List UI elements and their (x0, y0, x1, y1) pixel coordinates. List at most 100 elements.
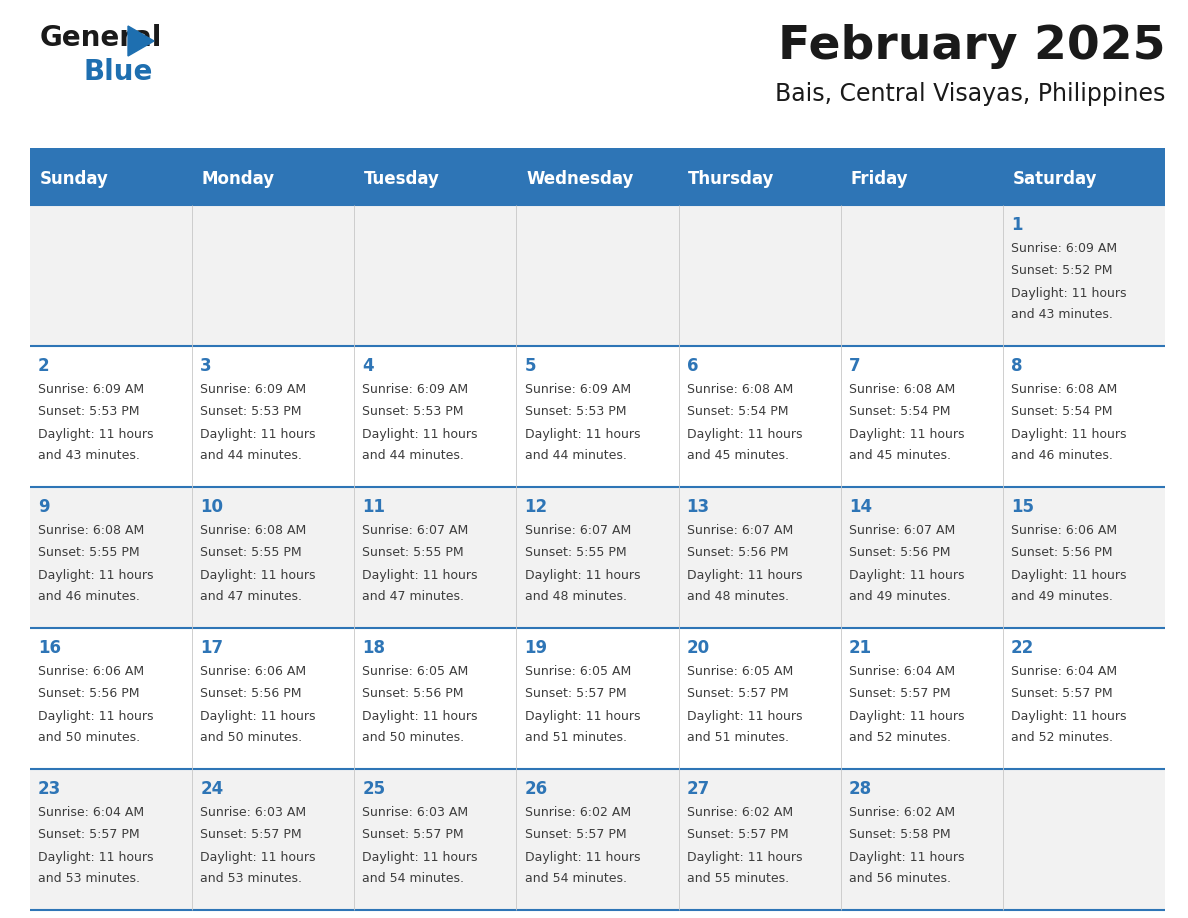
Text: 3: 3 (201, 357, 211, 375)
Text: Friday: Friday (851, 170, 908, 188)
Text: Sunrise: 6:07 AM: Sunrise: 6:07 AM (362, 523, 468, 537)
Text: and 43 minutes.: and 43 minutes. (1011, 308, 1113, 321)
Text: Sunset: 5:57 PM: Sunset: 5:57 PM (525, 688, 626, 700)
Text: and 51 minutes.: and 51 minutes. (525, 731, 626, 744)
Text: Sunrise: 6:06 AM: Sunrise: 6:06 AM (201, 665, 307, 677)
Bar (30, 769, 1165, 910)
Text: 20: 20 (687, 639, 709, 657)
Text: and 46 minutes.: and 46 minutes. (1011, 449, 1113, 462)
Text: Daylight: 11 hours: Daylight: 11 hours (687, 428, 802, 441)
Text: Sunrise: 6:04 AM: Sunrise: 6:04 AM (38, 806, 144, 819)
Text: Sunrise: 6:09 AM: Sunrise: 6:09 AM (38, 383, 144, 396)
Text: 21: 21 (848, 639, 872, 657)
Text: 7: 7 (848, 357, 860, 375)
Text: and 43 minutes.: and 43 minutes. (38, 449, 140, 462)
Text: Daylight: 11 hours: Daylight: 11 hours (362, 569, 478, 582)
Text: 22: 22 (1011, 639, 1035, 657)
Text: and 49 minutes.: and 49 minutes. (848, 590, 950, 603)
Text: Daylight: 11 hours: Daylight: 11 hours (38, 851, 153, 864)
Text: Sunrise: 6:08 AM: Sunrise: 6:08 AM (201, 523, 307, 537)
Text: Sunset: 5:55 PM: Sunset: 5:55 PM (525, 546, 626, 559)
Text: 15: 15 (1011, 498, 1034, 516)
Text: Daylight: 11 hours: Daylight: 11 hours (687, 851, 802, 864)
Text: Sunset: 5:57 PM: Sunset: 5:57 PM (1011, 688, 1113, 700)
Text: and 48 minutes.: and 48 minutes. (525, 590, 626, 603)
Polygon shape (128, 26, 154, 56)
Text: and 54 minutes.: and 54 minutes. (362, 872, 465, 885)
Text: 10: 10 (201, 498, 223, 516)
Text: 23: 23 (38, 780, 62, 799)
Text: and 50 minutes.: and 50 minutes. (38, 731, 140, 744)
Text: 9: 9 (38, 498, 50, 516)
Text: Sunset: 5:57 PM: Sunset: 5:57 PM (362, 828, 465, 841)
Text: 6: 6 (687, 357, 699, 375)
Text: 27: 27 (687, 780, 710, 799)
Text: Daylight: 11 hours: Daylight: 11 hours (201, 428, 316, 441)
Text: Daylight: 11 hours: Daylight: 11 hours (848, 428, 965, 441)
Text: 5: 5 (525, 357, 536, 375)
Bar (30, 148, 1165, 153)
Text: and 52 minutes.: and 52 minutes. (1011, 731, 1113, 744)
Text: February 2025: February 2025 (777, 24, 1165, 69)
Text: and 52 minutes.: and 52 minutes. (848, 731, 950, 744)
Bar (30, 205, 1165, 346)
Text: and 45 minutes.: and 45 minutes. (848, 449, 950, 462)
Text: Sunset: 5:54 PM: Sunset: 5:54 PM (1011, 405, 1112, 419)
Text: Daylight: 11 hours: Daylight: 11 hours (687, 710, 802, 722)
Text: Sunrise: 6:02 AM: Sunrise: 6:02 AM (848, 806, 955, 819)
Text: and 45 minutes.: and 45 minutes. (687, 449, 789, 462)
Text: Sunset: 5:53 PM: Sunset: 5:53 PM (38, 405, 140, 419)
Text: Sunrise: 6:02 AM: Sunrise: 6:02 AM (687, 806, 792, 819)
Text: Daylight: 11 hours: Daylight: 11 hours (525, 569, 640, 582)
Text: 14: 14 (848, 498, 872, 516)
Text: Daylight: 11 hours: Daylight: 11 hours (362, 428, 478, 441)
Text: Monday: Monday (202, 170, 274, 188)
Text: Sunset: 5:55 PM: Sunset: 5:55 PM (362, 546, 465, 559)
Text: and 50 minutes.: and 50 minutes. (201, 731, 303, 744)
Text: and 47 minutes.: and 47 minutes. (201, 590, 302, 603)
Text: Sunset: 5:56 PM: Sunset: 5:56 PM (1011, 546, 1112, 559)
Text: Sunset: 5:56 PM: Sunset: 5:56 PM (848, 546, 950, 559)
Text: Daylight: 11 hours: Daylight: 11 hours (687, 569, 802, 582)
Text: Daylight: 11 hours: Daylight: 11 hours (362, 710, 478, 722)
Text: Daylight: 11 hours: Daylight: 11 hours (525, 851, 640, 864)
Text: 2: 2 (38, 357, 50, 375)
Text: Sunrise: 6:04 AM: Sunrise: 6:04 AM (848, 665, 955, 677)
Bar (30, 153, 1165, 205)
Text: Daylight: 11 hours: Daylight: 11 hours (848, 710, 965, 722)
Text: Daylight: 11 hours: Daylight: 11 hours (362, 851, 478, 864)
Text: 16: 16 (38, 639, 61, 657)
Text: Daylight: 11 hours: Daylight: 11 hours (38, 710, 153, 722)
Text: Daylight: 11 hours: Daylight: 11 hours (848, 569, 965, 582)
Text: and 55 minutes.: and 55 minutes. (687, 872, 789, 885)
Text: Sunrise: 6:02 AM: Sunrise: 6:02 AM (525, 806, 631, 819)
Text: and 53 minutes.: and 53 minutes. (201, 872, 302, 885)
Text: Sunrise: 6:07 AM: Sunrise: 6:07 AM (848, 523, 955, 537)
Bar (30, 628, 1165, 769)
Text: 24: 24 (201, 780, 223, 799)
Text: Sunset: 5:52 PM: Sunset: 5:52 PM (1011, 264, 1112, 277)
Text: 1: 1 (1011, 217, 1023, 234)
Text: Sunrise: 6:04 AM: Sunrise: 6:04 AM (1011, 665, 1117, 677)
Text: Sunrise: 6:08 AM: Sunrise: 6:08 AM (1011, 383, 1117, 396)
Text: Sunset: 5:53 PM: Sunset: 5:53 PM (525, 405, 626, 419)
Text: Sunrise: 6:08 AM: Sunrise: 6:08 AM (687, 383, 792, 396)
Text: Sunset: 5:57 PM: Sunset: 5:57 PM (687, 828, 789, 841)
Text: 12: 12 (525, 498, 548, 516)
Text: 25: 25 (362, 780, 386, 799)
Text: Daylight: 11 hours: Daylight: 11 hours (525, 710, 640, 722)
Text: Sunrise: 6:09 AM: Sunrise: 6:09 AM (1011, 241, 1117, 254)
Bar (30, 487, 1165, 628)
Text: Thursday: Thursday (688, 170, 775, 188)
Text: Sunset: 5:54 PM: Sunset: 5:54 PM (848, 405, 950, 419)
Text: Sunset: 5:56 PM: Sunset: 5:56 PM (38, 688, 140, 700)
Text: Sunset: 5:56 PM: Sunset: 5:56 PM (362, 688, 463, 700)
Text: 26: 26 (525, 780, 548, 799)
Text: Sunset: 5:57 PM: Sunset: 5:57 PM (848, 688, 950, 700)
Text: Sunrise: 6:09 AM: Sunrise: 6:09 AM (525, 383, 631, 396)
Text: Daylight: 11 hours: Daylight: 11 hours (201, 569, 316, 582)
Text: and 47 minutes.: and 47 minutes. (362, 590, 465, 603)
Text: 4: 4 (362, 357, 374, 375)
Text: Sunset: 5:53 PM: Sunset: 5:53 PM (362, 405, 463, 419)
Text: and 51 minutes.: and 51 minutes. (687, 731, 789, 744)
